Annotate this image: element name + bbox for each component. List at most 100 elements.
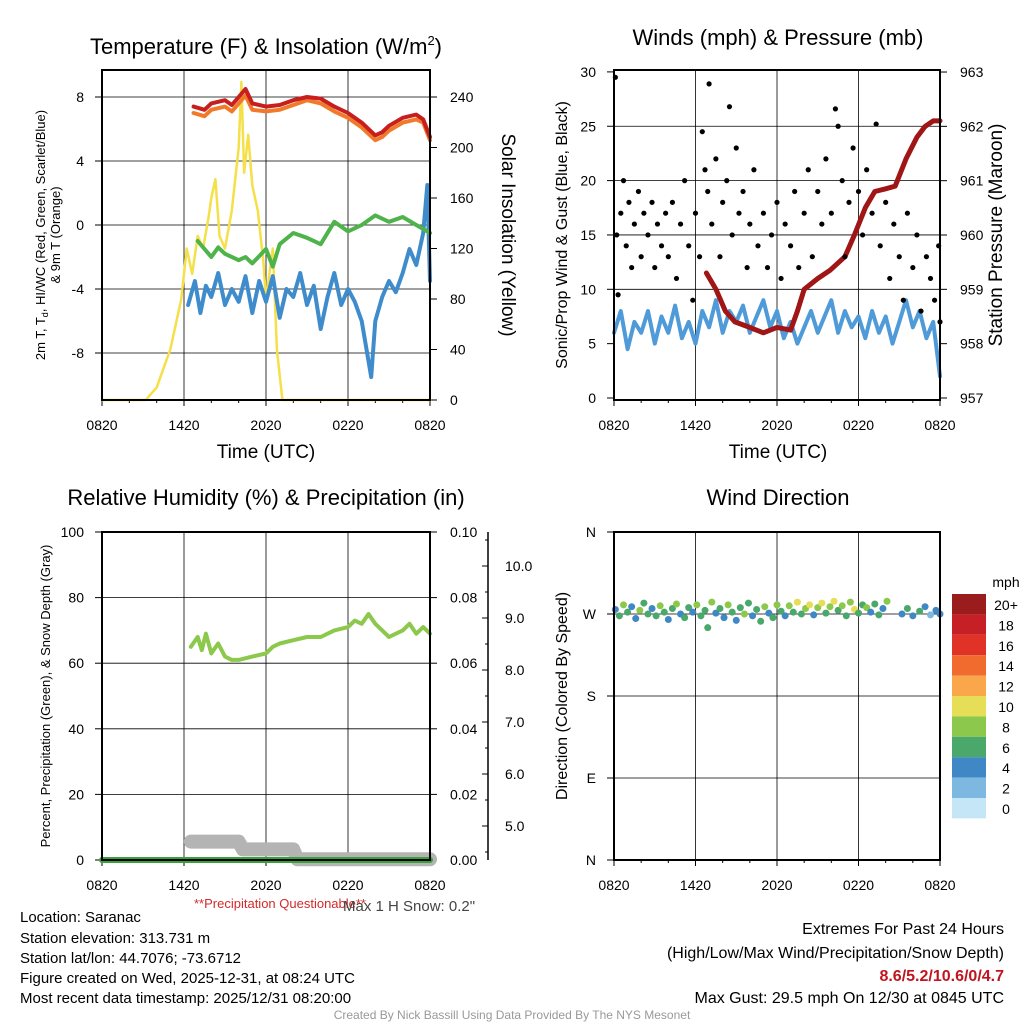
gust-point bbox=[755, 243, 761, 249]
wind-direction-point bbox=[672, 600, 680, 608]
y-tick-label: 957 bbox=[960, 390, 984, 406]
gust-point bbox=[629, 264, 635, 271]
wind-direction-point bbox=[611, 605, 619, 613]
wind-direction-point bbox=[814, 604, 822, 612]
wind-direction-point bbox=[744, 599, 752, 607]
snow-depth-line bbox=[183, 834, 437, 867]
elevation-text: Station elevation: 313.731 m bbox=[20, 930, 210, 947]
gust-point bbox=[850, 145, 856, 151]
wind-direction-point bbox=[781, 612, 789, 620]
gust-point bbox=[641, 210, 647, 216]
latlon-text: Station lat/lon: 44.7076; -73.6712 bbox=[20, 950, 241, 967]
gust-point bbox=[873, 121, 879, 127]
pressure-line bbox=[703, 118, 943, 336]
gust-point bbox=[764, 264, 771, 271]
wind-direction-point bbox=[883, 597, 891, 605]
y-tick-label: 4 bbox=[76, 153, 84, 169]
x-tick-label: 2020 bbox=[250, 417, 281, 433]
location-text: Location: Saranac bbox=[20, 909, 141, 926]
gust-point bbox=[709, 221, 715, 227]
gust-point bbox=[819, 221, 825, 227]
x-tick-label: 0220 bbox=[843, 877, 874, 893]
wind-direction-point bbox=[648, 605, 656, 613]
y-tick-label: 10 bbox=[580, 281, 596, 297]
wind-direction-point bbox=[855, 609, 862, 617]
colorbar-label: 8 bbox=[1002, 719, 1010, 735]
wind-direction-point bbox=[704, 624, 712, 632]
y-tick-label: 80 bbox=[450, 291, 466, 307]
plot-frame bbox=[613, 69, 941, 401]
colorbar-swatch bbox=[952, 655, 986, 676]
y-tick-label: 958 bbox=[960, 336, 984, 352]
y-tick-label: 0.08 bbox=[450, 590, 477, 606]
x-tick-label: 1420 bbox=[680, 417, 711, 433]
plot-frame bbox=[101, 531, 431, 861]
colorbar-label: 10 bbox=[998, 699, 1014, 715]
x-tick-label: 2020 bbox=[761, 417, 792, 433]
y-tick-label: S bbox=[587, 688, 596, 704]
y-tick-label: 25 bbox=[580, 118, 596, 134]
y-tick-label: -4 bbox=[72, 281, 85, 297]
wind-direction-point bbox=[636, 606, 644, 614]
gust-point bbox=[809, 254, 815, 260]
gust-point bbox=[702, 167, 708, 173]
x-tick-label: 0820 bbox=[924, 417, 955, 433]
gust-point bbox=[615, 292, 621, 298]
winds-plot: 0820 1420 2020 0220 0820 30 25 20 15 10 5 0 963 962 96… bbox=[580, 64, 983, 433]
wind-direction-point bbox=[773, 601, 781, 609]
snow-depth-tick-label: 6.0 bbox=[505, 766, 525, 782]
gust-point bbox=[896, 254, 902, 260]
gust-point bbox=[654, 221, 661, 227]
x-tick-label: 0820 bbox=[86, 877, 117, 893]
gust-point bbox=[787, 243, 794, 249]
y-tick-label: 0.06 bbox=[450, 655, 477, 671]
y-tick-label: 40 bbox=[450, 342, 466, 358]
gust-point bbox=[726, 104, 733, 110]
gust-point bbox=[904, 210, 911, 216]
gust-point bbox=[682, 178, 688, 184]
y-tick-label: 80 bbox=[68, 590, 84, 606]
gust-point bbox=[782, 221, 788, 227]
created-text: Figure created on Wed, 2025-12-31, at 08… bbox=[20, 970, 355, 987]
x-tick-label: 2020 bbox=[250, 877, 281, 893]
precip-questionable-note: **Precipitation Questionable** bbox=[194, 896, 366, 911]
colorbar-swatch bbox=[952, 696, 986, 717]
gust-point bbox=[744, 264, 750, 271]
wind-direction-point bbox=[664, 615, 672, 623]
extremes-title: Extremes For Past 24 Hours bbox=[802, 921, 1004, 938]
gust-point bbox=[620, 178, 627, 184]
humidity-plot: 0820 1420 2020 0220 0820 100 80 60 40 20 0 0.10 0.08… bbox=[61, 524, 533, 893]
x-tick-label: 0820 bbox=[414, 417, 445, 433]
wind-direction-point bbox=[830, 597, 838, 605]
y-tick-label: 0 bbox=[76, 217, 84, 233]
plot-frame bbox=[101, 69, 431, 401]
gust-point bbox=[805, 167, 811, 173]
y-tick-label: 0.04 bbox=[450, 721, 477, 737]
wind-direction-point bbox=[708, 598, 716, 606]
wind-direction-point bbox=[712, 609, 720, 617]
y-tick-label: N bbox=[586, 524, 596, 540]
wind-direction-title: Wind Direction bbox=[706, 485, 849, 510]
gust-point bbox=[823, 156, 829, 162]
gust-point bbox=[649, 199, 655, 205]
winds-ylabel: Sonic/Prop Wind & Gust (Blue, Black) bbox=[554, 101, 571, 369]
plot-frame bbox=[613, 531, 941, 861]
x-tick-label: 0820 bbox=[414, 877, 445, 893]
gust-point bbox=[713, 156, 719, 162]
gust-point bbox=[751, 167, 757, 173]
wind-direction-point bbox=[769, 614, 777, 622]
gust-point bbox=[729, 232, 735, 238]
gust-point bbox=[760, 210, 767, 216]
wind-direction-point bbox=[826, 603, 834, 611]
wind-direction-point bbox=[757, 617, 765, 625]
wind-direction-point bbox=[916, 607, 924, 615]
gust-point bbox=[864, 167, 870, 173]
colorbar-label: 20+ bbox=[994, 597, 1018, 613]
humidity-ylabel: Percent, Precipitation (Green), & Snow D… bbox=[38, 545, 53, 848]
solar-ylabel: Solar Insolation (Yellow) bbox=[497, 133, 518, 336]
gust-point bbox=[869, 210, 875, 216]
wind-direction-point bbox=[716, 605, 724, 613]
wind-direction-point bbox=[818, 599, 826, 607]
gust-point bbox=[631, 221, 637, 227]
y-tick-label: 160 bbox=[450, 190, 474, 206]
